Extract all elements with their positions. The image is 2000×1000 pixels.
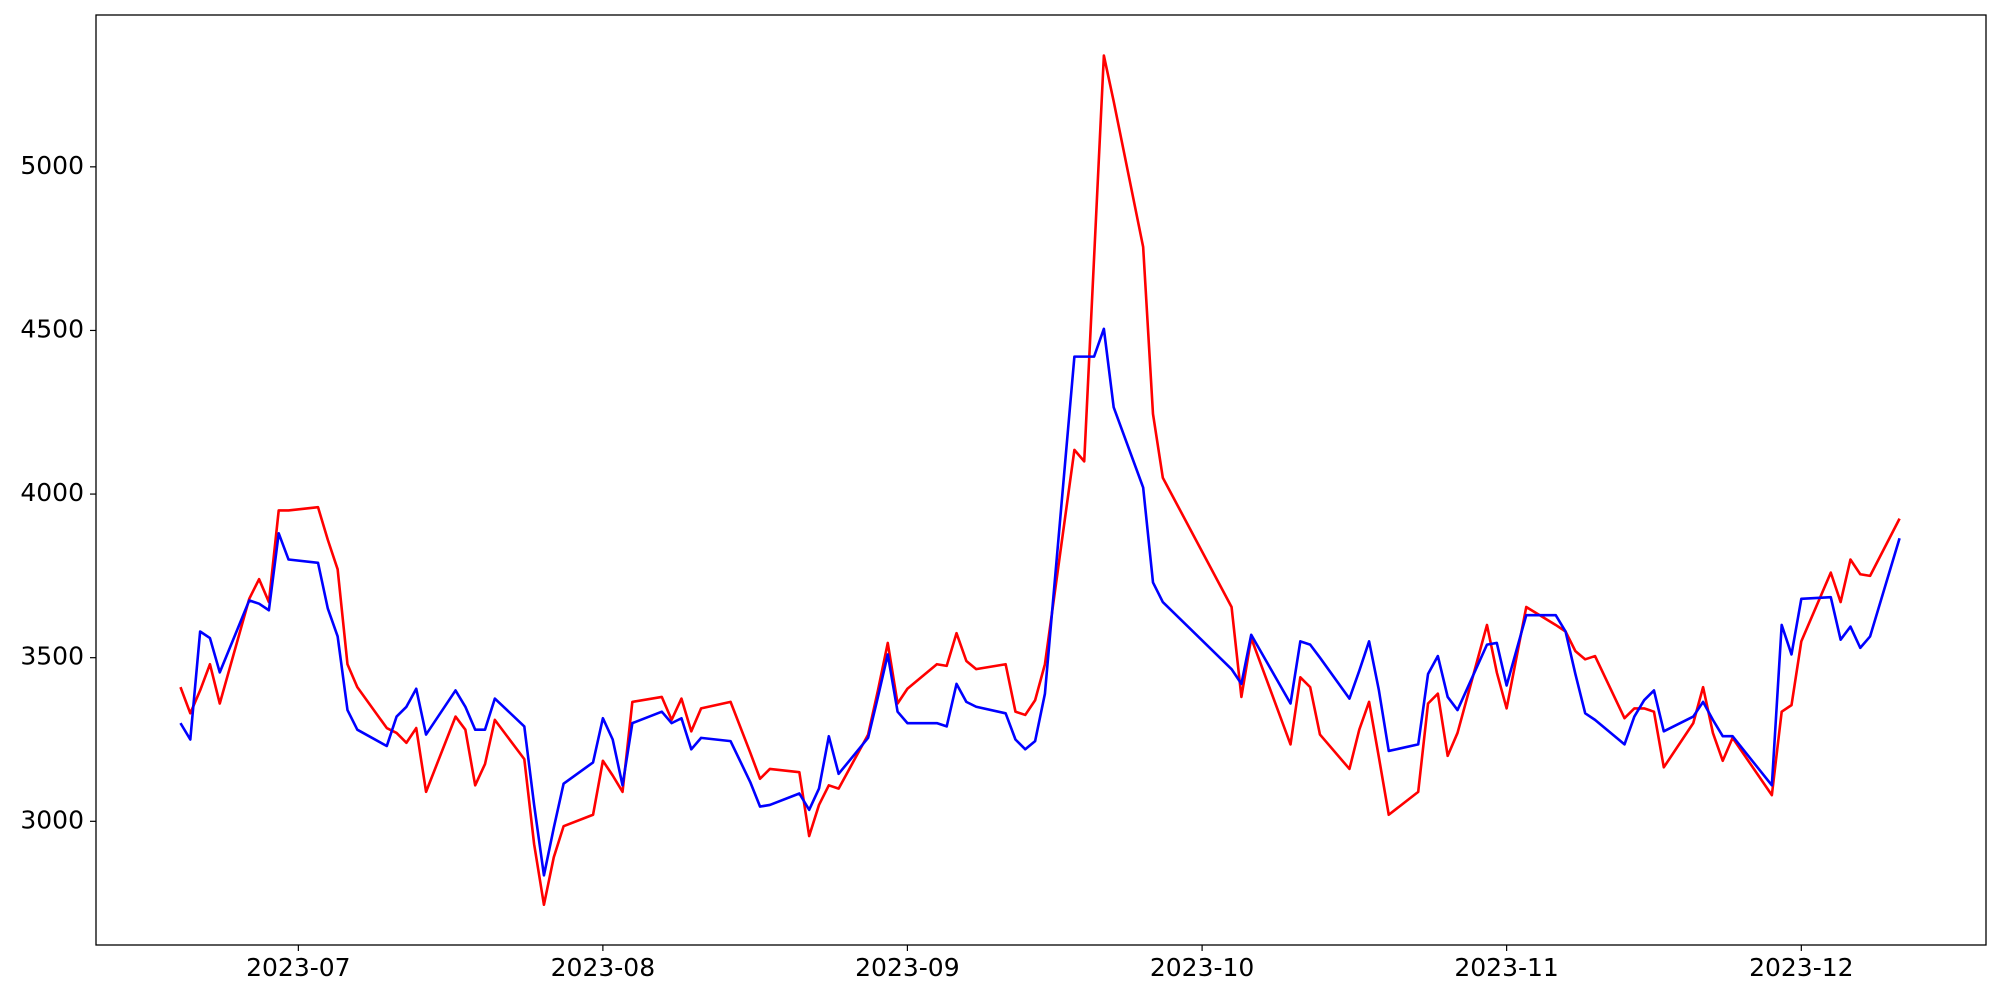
- y-tick-label: 4000: [20, 478, 84, 507]
- y-tick-label: 3000: [20, 805, 84, 834]
- x-tick-label: 2023-11: [1454, 953, 1558, 982]
- plot-frame: [95, 14, 1987, 946]
- x-tick-label: 2023-07: [246, 953, 350, 982]
- y-tick-label: 5000: [20, 151, 84, 180]
- x-tick-label: 2023-09: [855, 953, 959, 982]
- y-tick-label: 4500: [20, 314, 84, 343]
- data-line: [179, 327, 1901, 877]
- x-tick-label: 2023-10: [1150, 953, 1254, 982]
- y-tick-label: 3500: [20, 642, 84, 671]
- data-line: [179, 54, 1901, 907]
- x-tick-label: 2023-12: [1749, 953, 1853, 982]
- x-tick-label: 2023-08: [551, 953, 655, 982]
